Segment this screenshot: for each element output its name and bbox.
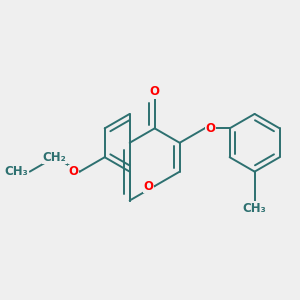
Text: O: O: [69, 165, 79, 178]
Text: CH₃: CH₃: [5, 165, 28, 178]
Text: O: O: [206, 122, 216, 135]
Text: O: O: [150, 85, 160, 98]
Text: CH₂: CH₂: [43, 151, 67, 164]
Text: O: O: [143, 180, 154, 193]
Text: CH₃: CH₃: [243, 202, 266, 214]
